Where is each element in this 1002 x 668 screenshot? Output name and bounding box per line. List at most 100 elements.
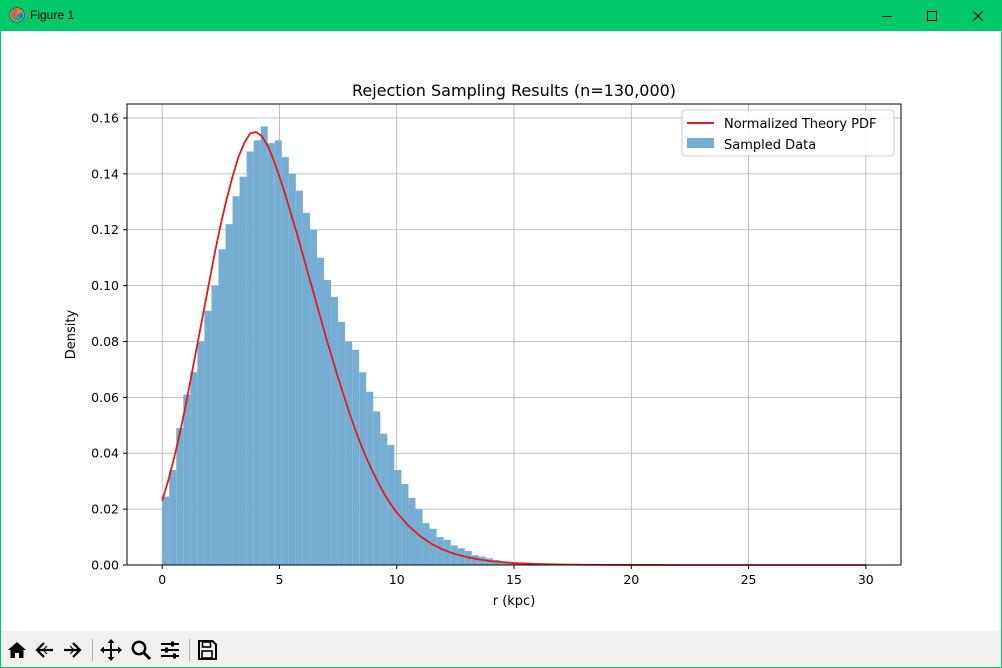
histogram-bar	[190, 372, 198, 565]
legend-box	[681, 109, 895, 157]
close-button[interactable]	[955, 0, 1001, 31]
histogram-bar	[295, 190, 303, 565]
histogram-bar	[352, 349, 360, 565]
back-arrow-icon	[35, 642, 53, 658]
histogram-bar	[197, 341, 205, 565]
y-axis-ticks: 0.00 0.02 0.04 0.06 0.08 0.10 0.12 0.14 0.16	[91, 110, 127, 573]
y-tick-label: 0.14	[91, 166, 119, 181]
legend-label-pdf: Normalized Theory PDF	[724, 117, 876, 132]
y-tick-label: 0.00	[91, 558, 119, 573]
x-tick-label: 25	[741, 572, 757, 587]
x-axis-label: r (kpc)	[493, 594, 536, 609]
histogram-bar	[204, 310, 212, 565]
histogram-bar	[162, 496, 170, 565]
chart-svg: 0 5 10 15 20 25 30 0.00 0.02 0.04 0.06 0.08 0.10 0.1…	[64, 81, 902, 609]
histogram-bar	[499, 561, 507, 565]
legend-label-hist: Sampled Data	[724, 138, 816, 153]
histogram-bars	[162, 126, 592, 566]
y-tick-label: 0.06	[91, 390, 119, 405]
histogram-bar	[359, 372, 367, 565]
x-tick-label: 5	[275, 572, 283, 587]
pan-icon	[100, 639, 122, 661]
histogram-bar	[331, 296, 339, 565]
maximize-icon	[927, 10, 937, 21]
histogram-bar	[338, 321, 346, 565]
histogram-bar	[436, 537, 444, 565]
histogram-bar	[288, 173, 296, 565]
histogram-bar	[225, 224, 233, 565]
configure-subplots-button[interactable]	[157, 637, 183, 663]
histogram-bar	[492, 559, 500, 565]
histogram-bar	[401, 483, 409, 565]
histogram-bar	[471, 555, 479, 565]
x-axis-ticks: 0 5 10 15 20 25 30	[158, 565, 874, 587]
y-tick-label: 0.02	[91, 502, 119, 517]
save-icon	[198, 640, 217, 660]
histogram-bar	[232, 196, 240, 565]
histogram-bar	[246, 151, 254, 565]
x-tick-label: 10	[389, 572, 405, 587]
maximize-button[interactable]	[909, 0, 955, 31]
histogram-bar	[324, 280, 332, 565]
histogram-bar	[169, 470, 177, 565]
y-tick-label: 0.12	[91, 222, 119, 237]
matplotlib-app-icon	[9, 7, 25, 23]
y-tick-label: 0.08	[91, 334, 119, 349]
histogram-bar	[176, 428, 184, 565]
y-axis-label: Density	[64, 309, 79, 359]
histogram-bar	[183, 394, 191, 565]
histogram-bar	[253, 140, 261, 565]
minimize-button[interactable]	[864, 0, 910, 31]
x-tick-label: 15	[506, 572, 522, 587]
window-frame-left	[0, 31, 1, 668]
pdf-line	[161, 131, 866, 566]
figure-canvas[interactable]: 0 5 10 15 20 25 30 0.00 0.02 0.04 0.06 0.08 0.10 0.1…	[1, 31, 1001, 631]
histogram-bar	[316, 257, 325, 565]
y-tick-label: 0.04	[91, 446, 119, 461]
histogram-bar	[274, 140, 282, 565]
home-icon	[8, 642, 26, 658]
toolbar-separator	[92, 639, 93, 661]
subplots-config-icon	[161, 641, 179, 659]
histogram-bar	[408, 497, 416, 565]
histogram-bar	[366, 391, 374, 565]
legend-swatch-patch	[687, 138, 714, 148]
histogram-bar	[443, 539, 451, 565]
y-tick-label: 0.10	[91, 278, 119, 293]
window-title: Figure 1	[30, 8, 75, 22]
histogram-bar	[211, 285, 219, 565]
navigation-toolbar	[1, 631, 1001, 667]
y-tick-label: 0.16	[91, 110, 119, 125]
histogram-bar	[267, 143, 275, 565]
close-icon	[972, 10, 984, 21]
histogram-bar	[239, 176, 247, 565]
histogram-bar	[429, 528, 437, 565]
minimize-icon	[882, 15, 892, 17]
home-button[interactable]	[4, 637, 30, 663]
histogram-bar	[415, 509, 423, 565]
histogram-bar	[422, 523, 430, 565]
histogram-bar	[260, 126, 268, 566]
histogram-bar	[281, 157, 289, 565]
forward-arrow-icon	[64, 642, 82, 658]
forward-button[interactable]	[59, 637, 85, 663]
save-button[interactable]	[194, 637, 220, 663]
x-tick-label: 20	[623, 572, 639, 587]
window-titlebar[interactable]: Figure 1	[0, 0, 1002, 31]
zoom-button[interactable]	[128, 637, 154, 663]
histogram-bar	[450, 545, 458, 565]
legend: Normalized Theory PDF Sampled Data	[681, 109, 895, 157]
histogram-bar	[457, 548, 465, 565]
histogram-bar	[380, 433, 388, 565]
zoom-icon	[131, 640, 152, 661]
toolbar-separator	[189, 639, 190, 661]
pan-button[interactable]	[98, 637, 124, 663]
histogram-bar	[218, 249, 226, 565]
chart-title: Rejection Sampling Results (n=130,000)	[352, 81, 676, 100]
pdf-curve	[161, 131, 866, 566]
histogram-bar	[309, 229, 317, 565]
back-button[interactable]	[32, 637, 58, 663]
histogram-bar	[345, 341, 353, 565]
histogram-bar	[302, 212, 310, 566]
histogram-bar	[373, 411, 381, 565]
